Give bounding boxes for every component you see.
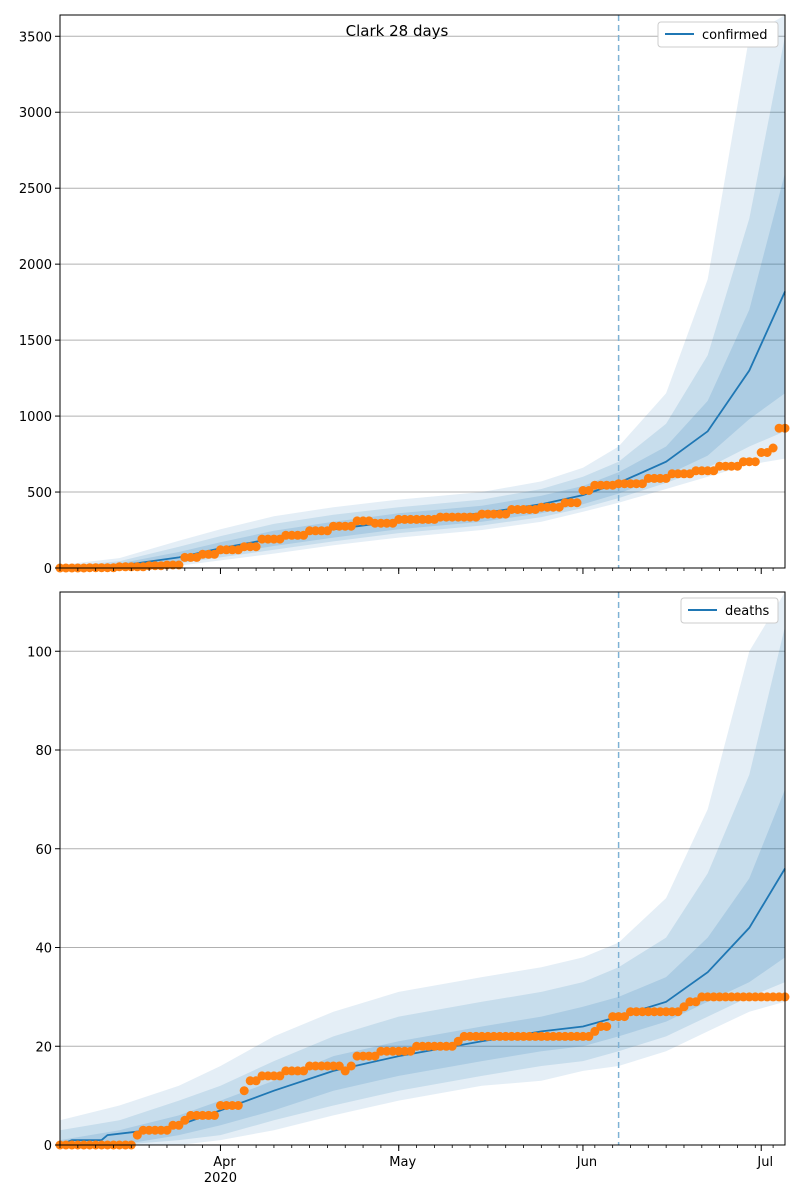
y-tick-label: 20: [35, 1040, 52, 1055]
y-tick-label: 3500: [19, 30, 52, 45]
observed-point: [251, 1076, 261, 1086]
observed-point: [275, 1071, 285, 1081]
deaths-plot-frame: [59, 591, 786, 1146]
deaths-legend: deaths: [680, 597, 779, 624]
x-tick-label: Jul: [756, 1155, 773, 1170]
y-tick-label: 2500: [19, 182, 52, 197]
observed-point: [180, 1115, 190, 1125]
y-tick-label: 500: [27, 486, 52, 501]
observed-point: [233, 1101, 243, 1110]
chart-title: Clark 28 days: [346, 22, 449, 40]
deaths-uncertainty-bands: [60, 592, 785, 1145]
y-tick-label: 1500: [19, 334, 52, 349]
confirmed-legend-label: confirmed: [702, 28, 768, 43]
observed-point: [673, 1007, 683, 1017]
observed-point: [174, 560, 184, 570]
x-tick-label: Jun: [576, 1155, 597, 1170]
observed-point: [340, 1066, 350, 1076]
deaths-observed-points: [55, 992, 790, 1150]
observed-point: [346, 521, 356, 531]
x-tick-year-label: 2020: [204, 1171, 237, 1186]
observed-point: [210, 1110, 219, 1120]
y-tick-label: 3000: [19, 106, 52, 121]
observed-point: [590, 1026, 600, 1036]
observed-point: [637, 479, 647, 489]
observed-point: [584, 486, 594, 495]
band-outer: [60, 592, 785, 1145]
band-middle: [60, 626, 785, 1145]
observed-point: [691, 997, 701, 1007]
observed-point: [239, 1086, 249, 1096]
observed-point: [768, 443, 778, 453]
confirmed-plot-frame: [59, 14, 786, 569]
y-tick-label: 60: [35, 843, 52, 858]
deaths-legend-label: deaths: [725, 604, 770, 619]
observed-point: [572, 498, 582, 508]
y-tick-label: 40: [35, 942, 52, 957]
observed-point: [679, 1002, 689, 1012]
observed-point: [584, 1031, 594, 1041]
observed-point: [602, 1022, 612, 1031]
y-tick-label: 2000: [19, 258, 52, 273]
deaths-y-axis: 0 20 40 60 80 100: [27, 645, 60, 1154]
observed-point: [299, 1066, 309, 1076]
observed-point: [334, 1061, 344, 1071]
confirmed-y-axis: 0 500 1000 1500 2000 2500 3000 3500: [19, 30, 60, 577]
observed-point: [620, 1012, 629, 1022]
observed-point: [406, 1046, 416, 1056]
y-tick-label: 0: [44, 562, 52, 577]
confirmed-x-axis: [59, 568, 774, 574]
confirmed-legend-box: [657, 21, 779, 48]
observed-point: [447, 1041, 457, 1051]
observed-point: [453, 1036, 463, 1046]
observed-point: [132, 1130, 142, 1140]
x-tick-label: May: [389, 1155, 416, 1170]
observed-point: [251, 542, 261, 552]
observed-point: [346, 1061, 356, 1071]
observed-point: [750, 457, 760, 467]
deaths-median-line: [59, 868, 786, 1146]
y-tick-label: 80: [35, 744, 52, 759]
confirmed-panel: 0 500 1000 1500 2000 2500 3000 3500 Clark 28 da…: [19, 14, 790, 577]
y-tick-label: 0: [44, 1139, 52, 1154]
x-tick-label: Apr: [213, 1155, 236, 1170]
y-tick-label: 1000: [19, 410, 52, 425]
y-tick-label: 100: [27, 645, 52, 660]
observed-point: [174, 1120, 184, 1130]
confirmed-legend: confirmed: [657, 21, 779, 48]
observed-point: [162, 1125, 172, 1135]
observed-point: [370, 1051, 380, 1061]
deaths-legend-box: [680, 597, 779, 624]
